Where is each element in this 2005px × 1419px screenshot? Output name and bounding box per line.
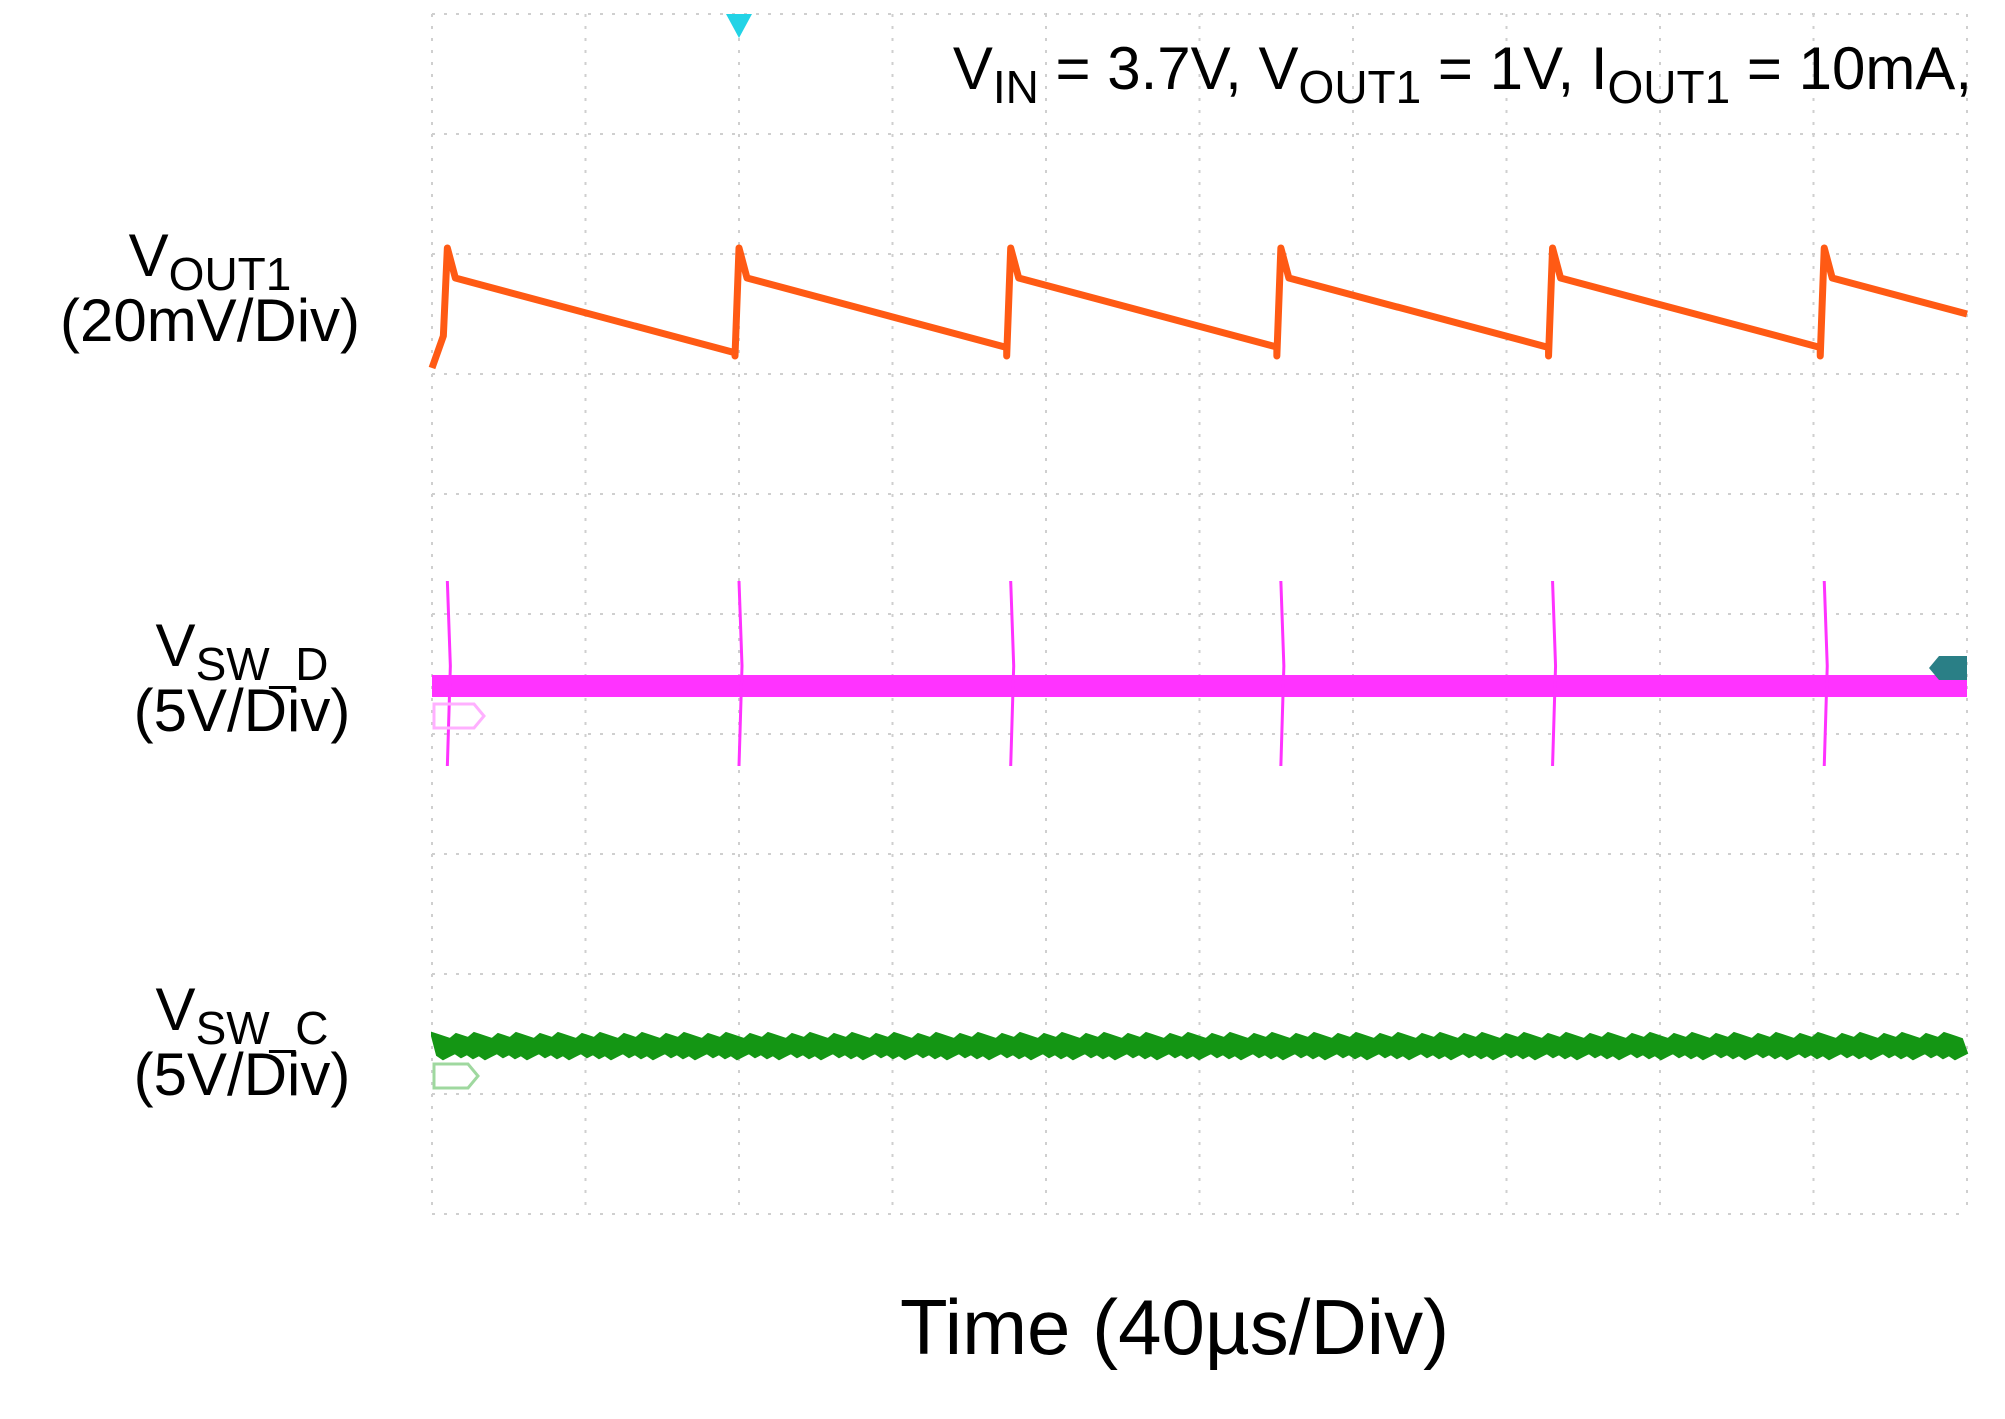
- vout1-symbol: V: [128, 222, 169, 289]
- vsw-d-ground-marker-icon: [432, 702, 486, 730]
- channel-label-vsw-d: VSW_D (5V/Div): [92, 612, 392, 744]
- vsw-d-spike: [737, 580, 744, 767]
- trigger-level-marker-icon: [1929, 656, 1967, 680]
- channel-label-vsw-c: VSW_C (5V/Div): [92, 976, 392, 1108]
- vsw-d-scale: (5V/Div): [133, 676, 351, 744]
- title-subscript: IN: [992, 61, 1039, 113]
- vsw-c-subscript: SW_C: [195, 1002, 329, 1054]
- vsw-d-trace: [432, 675, 1967, 697]
- vout1-subscript: OUT1: [168, 248, 292, 300]
- title-text: = 3.7V, V: [1038, 35, 1299, 102]
- vsw-d-subscript: SW_D: [195, 638, 329, 690]
- x-axis-label: Time (40µs/Div): [900, 1283, 1450, 1371]
- vsw-d-spike: [1822, 580, 1829, 767]
- trigger-marker-icon: [726, 14, 752, 38]
- vout1-trace: [428, 244, 1968, 370]
- title-subscript: OUT1: [1298, 61, 1422, 113]
- title-subscript: OUT1: [1607, 61, 1731, 113]
- title-text: = 1V, I: [1421, 35, 1608, 102]
- vsw-d-spike: [1279, 580, 1286, 767]
- channel-label-vout1: VOUT1 (20mV/Div): [30, 222, 390, 354]
- vsw-c-trace: [431, 1031, 1969, 1061]
- title-text: = 10mA,: [1730, 35, 1972, 102]
- vsw-c-ground-marker-icon: [432, 1062, 480, 1090]
- scope-traces: [428, 244, 1969, 1061]
- vsw-c-symbol: V: [155, 976, 196, 1043]
- test-conditions-title: VIN = 3.7V, VOUT1 = 1V, IOUT1 = 10mA,: [952, 34, 1972, 113]
- title-text: V: [952, 35, 993, 102]
- scope-markers: [432, 14, 1967, 1090]
- vsw-d-spike: [1551, 580, 1558, 767]
- vsw-d-spike: [445, 580, 452, 767]
- vsw-c-scale: (5V/Div): [133, 1040, 351, 1108]
- vsw-d-spike: [1009, 580, 1016, 767]
- vsw-d-symbol: V: [155, 612, 196, 679]
- vout1-scale: (20mV/Div): [59, 286, 361, 354]
